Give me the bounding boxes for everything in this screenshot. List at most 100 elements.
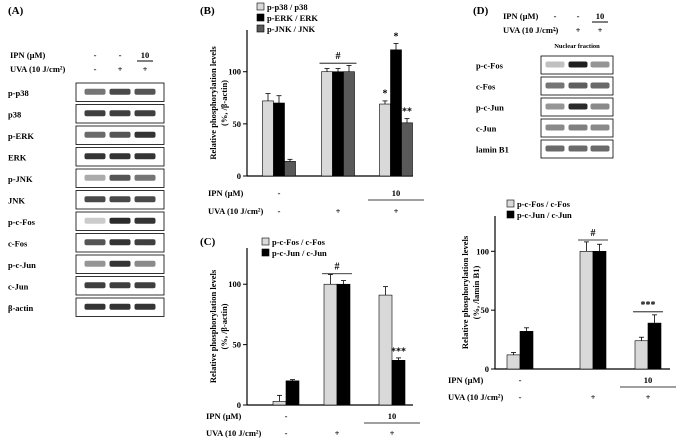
panel-label: (A) (8, 5, 24, 17)
bar (592, 251, 607, 370)
blot-band (134, 131, 156, 138)
y-tick-label: 50 (481, 305, 490, 315)
blot-band (568, 82, 588, 89)
bar (284, 161, 296, 177)
legend-label: p-c-Jun / c-Jun (517, 210, 572, 220)
uva-value: + (591, 392, 596, 402)
blot-row-label: p-p38 (8, 88, 29, 98)
blot-row-label: p38 (8, 109, 21, 119)
blot-band (109, 282, 131, 289)
blot-ipn-label: IPN (µM) (10, 50, 46, 60)
bar (401, 122, 413, 177)
blot-uva-value: + (143, 64, 148, 74)
legend-label: p-p38 / p38 (267, 2, 308, 12)
blot-band (84, 217, 106, 224)
blot-band (568, 124, 588, 131)
blot-band (590, 124, 610, 131)
ipn-label: IPN (µM) (206, 411, 242, 421)
panel-label: (D) (473, 5, 489, 17)
bar (272, 401, 287, 406)
y-tick-label: 0 (237, 171, 241, 181)
blot-band (84, 153, 106, 160)
uva-value: + (646, 392, 651, 402)
legend-swatch (256, 13, 265, 22)
uva-label: UVA (10 J/cm²) (448, 392, 503, 402)
bar (323, 283, 338, 406)
blot-band (568, 61, 588, 68)
ipn-value: - (285, 411, 288, 421)
blot-band (590, 61, 610, 68)
legend-label: p-ERK / ERK (267, 13, 318, 23)
y-tick-label: 0 (237, 400, 241, 410)
blot-row-label: c-Jun (476, 124, 497, 134)
bar (647, 322, 662, 370)
legend-swatch (506, 199, 515, 208)
blot-uva-value: - (554, 25, 557, 35)
blot-band (568, 145, 588, 152)
blot-band (545, 103, 565, 110)
y-tick-label: 50 (233, 119, 242, 129)
blot-band (545, 124, 565, 131)
y-tick-label: 100 (476, 246, 489, 256)
blot-ipn-value: - (119, 50, 122, 60)
legend-swatch (261, 237, 270, 246)
bar (321, 71, 333, 177)
blot-band (134, 282, 156, 289)
y-tick-label: 100 (228, 279, 241, 289)
blot-row-label: p-ERK (8, 131, 34, 141)
legend-label: p-JNK / JNK (267, 24, 316, 34)
blot-band (109, 174, 131, 181)
blot-uva-value: + (118, 64, 123, 74)
legend-swatch (506, 210, 515, 219)
blot-band (590, 145, 610, 152)
ipn-label: IPN (µM) (208, 188, 244, 198)
blot-row-label: p-c-Fos (8, 217, 36, 227)
bar (336, 283, 351, 406)
y-axis-label: Relative phosphorylation levels (208, 269, 218, 383)
blot-band (84, 196, 106, 203)
panel-label: (B) (200, 5, 215, 17)
blot-band (84, 88, 106, 95)
blot-band (134, 110, 156, 117)
ipn-value: - (519, 375, 522, 385)
uva-label: UVA (10 J/cm²) (208, 206, 263, 216)
blot-uva-value: - (94, 64, 97, 74)
blot-band (109, 260, 131, 267)
bar (506, 354, 521, 370)
y-axis-label: Relative phosphorylation levels (460, 235, 470, 349)
fraction-label: Nuclear fraction (554, 43, 600, 50)
significance-marker: *** (391, 346, 406, 357)
blot-row-label: lamin B1 (476, 145, 509, 155)
blot-band (134, 303, 156, 310)
blot-row-label: p-JNK (8, 174, 33, 184)
legend-swatch (261, 248, 270, 257)
blot-band (84, 282, 106, 289)
blot-row-label: JNK (8, 195, 25, 205)
blot-band (568, 103, 588, 110)
bar (579, 251, 594, 370)
legend-label: p-c-Fos / c-Fos (517, 199, 571, 209)
bar (390, 49, 402, 177)
blot-row-label: p-c-Jun (8, 260, 36, 270)
ipn-value: 10 (388, 411, 397, 421)
blot-band (545, 145, 565, 152)
y-tick-label: 0 (485, 364, 489, 374)
bar (332, 71, 344, 177)
ipn-value: - (278, 188, 281, 198)
legend-swatch (256, 2, 265, 11)
blot-band (109, 131, 131, 138)
blot-band (109, 88, 131, 95)
blot-ipn-value: - (94, 50, 97, 60)
bar (273, 102, 285, 177)
blot-row-label: ERK (8, 152, 27, 162)
uva-value: - (278, 206, 281, 216)
uva-value: - (519, 392, 522, 402)
blot-band (545, 82, 565, 89)
blot-band (134, 217, 156, 224)
bar (285, 380, 300, 406)
legend-label: p-c-Jun / c-Jun (272, 248, 327, 258)
blot-row-label: p-c-Jun (476, 103, 504, 113)
ipn-label: IPN (µM) (448, 375, 484, 385)
blot-ipn-value: 10 (141, 50, 150, 60)
blot-band (109, 110, 131, 117)
